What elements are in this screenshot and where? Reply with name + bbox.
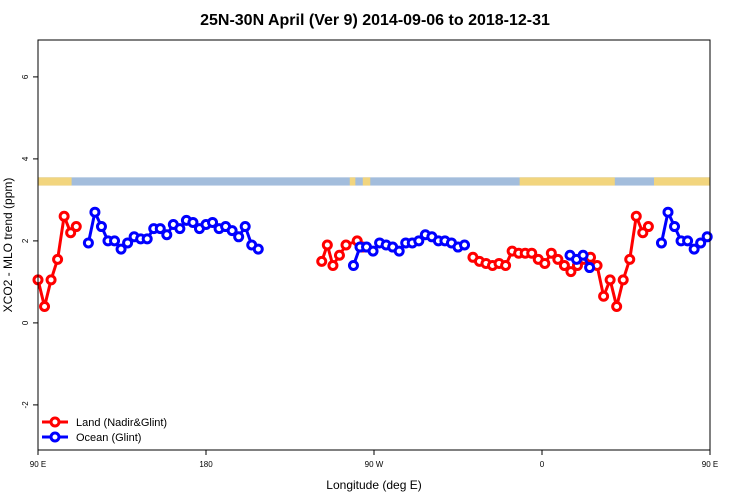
data-point [539,257,551,269]
data-point [52,253,64,265]
x-tick-label: 90 W [365,460,384,469]
land-ocean-band [38,177,710,186]
y-tick-label: -2 [21,401,30,409]
band-land-segment [519,177,615,186]
data-point [642,221,654,233]
data-point [688,243,700,255]
data-point [630,210,642,222]
data-point [161,229,173,241]
data-point [82,237,94,249]
legend-ocean-label: Ocean (Glint) [76,432,141,444]
data-point [624,253,636,265]
y-tick-label: 2 [21,238,30,243]
data-point [682,235,694,247]
chart-title: 25N-30N April (Ver 9) 2014-09-06 to 2018… [200,12,550,29]
series-ocean [82,206,713,274]
legend-land-marker [49,416,61,428]
data-point [39,301,51,312]
data-point [174,223,186,235]
legend-land-label: Land (Nadir&Glint) [76,417,167,429]
data-point [340,239,352,251]
data-point [669,221,681,233]
data-point [141,233,153,245]
data-point [70,221,82,233]
data-point [207,216,219,228]
data-point [584,262,596,274]
data-point [89,206,101,218]
data-point [45,274,57,286]
x-tick-label: 90 E [702,460,718,469]
data-point [617,274,629,286]
x-axis-label: Longitude (deg E) [326,478,421,492]
data-point [316,255,328,267]
data-point [611,301,623,312]
data-point [655,237,667,249]
data-point [187,216,199,228]
data-point [695,237,707,249]
band-land-segment [362,177,371,186]
x-tick-label: 180 [199,460,213,469]
plot-frame [37,39,711,451]
data-point [252,243,264,255]
data-point [598,290,610,302]
data-point [565,266,577,278]
data-point [662,206,674,218]
data-point [701,231,713,243]
data-point [577,249,589,261]
series [32,206,713,312]
data-point [558,260,570,271]
band-land-segment [38,177,72,186]
y-tick-label: 0 [21,320,30,325]
data-point [526,247,538,259]
band-land-segment [349,177,356,186]
x-tick-label: 0 [540,460,545,469]
x-tick-label: 90 E [30,460,46,469]
data-point [122,237,134,249]
data-point [333,249,345,261]
band-land-segment [654,177,710,186]
data-point [393,245,405,257]
legend: Land (Nadir&Glint) Ocean (Glint) [42,416,167,444]
y-axis-label: XCO2 - MLO trend (ppm) [1,178,15,313]
data-point [500,260,512,271]
data-point [109,235,121,247]
data-point [58,210,70,222]
axes: 90 E 180 90 W 0 90 E -2 0 2 4 6 [21,74,718,469]
data-point [321,239,333,251]
data-point [327,260,339,271]
band-ocean [38,177,710,186]
legend-ocean-marker [49,431,61,443]
data-point [347,260,359,271]
data-point [413,235,425,247]
data-point [604,274,616,286]
data-point [115,243,127,255]
data-point [154,223,166,235]
data-point [226,225,238,237]
data-point [239,221,251,233]
series-land [32,210,654,312]
data-point [367,245,379,257]
data-point [545,247,557,259]
data-point [459,239,471,251]
y-tick-label: 4 [21,156,30,161]
data-point [95,221,107,233]
data-point [552,253,564,265]
data-point [233,231,245,243]
y-tick-label: 6 [21,74,30,79]
